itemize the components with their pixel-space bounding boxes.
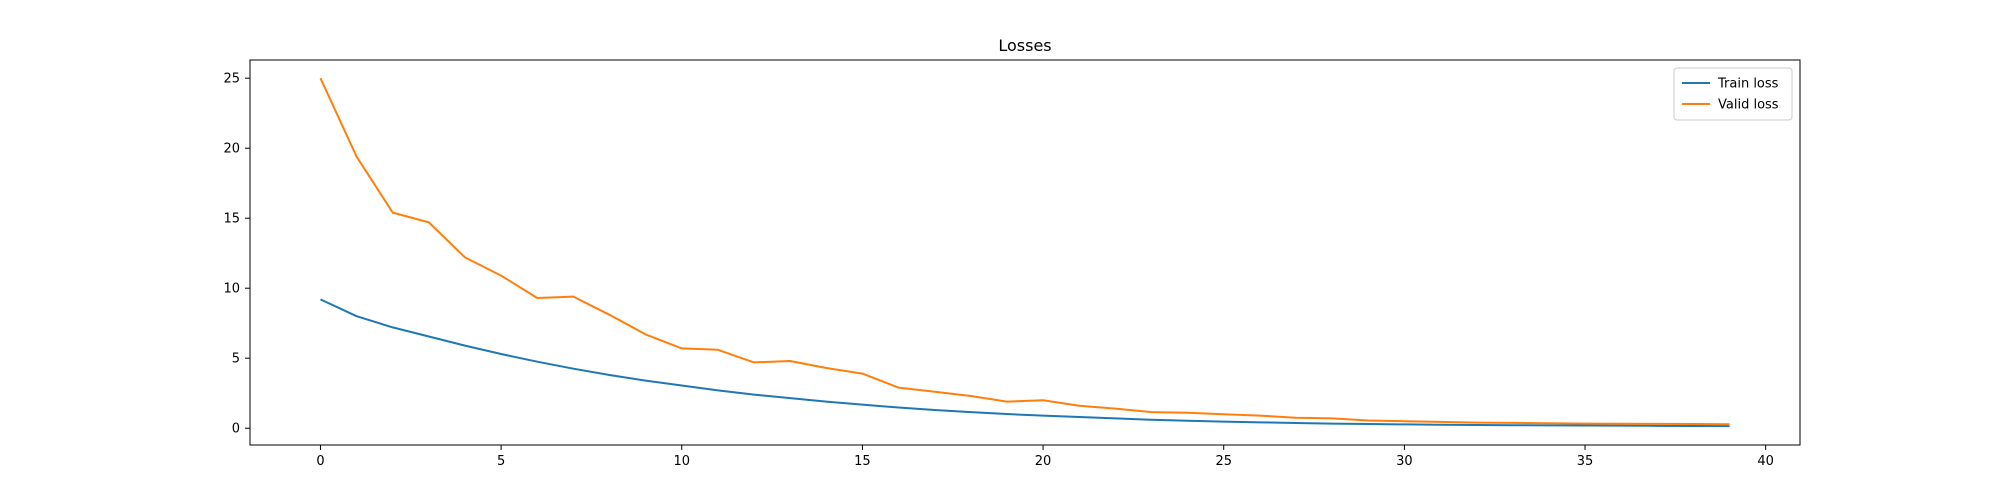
y-tick-label: 0 — [232, 422, 240, 437]
x-tick-label: 15 — [854, 454, 871, 469]
legend: Train loss Valid loss — [1673, 67, 1793, 121]
legend-box — [1673, 67, 1793, 121]
y-tick-label: 5 — [232, 352, 240, 367]
series-layer — [319, 77, 1730, 428]
legend-label-valid-loss: Valid loss — [1718, 98, 1779, 113]
y-tick-label: 20 — [223, 142, 240, 157]
x-tick-label: 10 — [673, 454, 690, 469]
x-tick-label: 30 — [1396, 454, 1413, 469]
x-tick-label: 5 — [497, 454, 505, 469]
legend-label-train-loss: Train loss — [1717, 77, 1779, 92]
series-line-train-loss — [320, 298, 1730, 428]
y-tick-label: 15 — [223, 212, 240, 227]
chart-title: Losses — [998, 36, 1051, 55]
series-line-valid-loss — [319, 77, 1730, 426]
axes-layer: 0 5 10 15 20 25 30 35 40 0 5 10 15 20 25 — [223, 59, 1801, 469]
plot-frame — [249, 59, 1801, 446]
y-tick-label: 25 — [223, 72, 240, 87]
x-tick-label: 35 — [1577, 454, 1594, 469]
x-tick-label: 25 — [1215, 454, 1232, 469]
y-tick-label: 10 — [223, 282, 240, 297]
plot-area — [250, 60, 1800, 445]
x-tick-label: 40 — [1757, 454, 1774, 469]
x-tick-label: 0 — [316, 454, 324, 469]
x-tick-label: 20 — [1035, 454, 1052, 469]
